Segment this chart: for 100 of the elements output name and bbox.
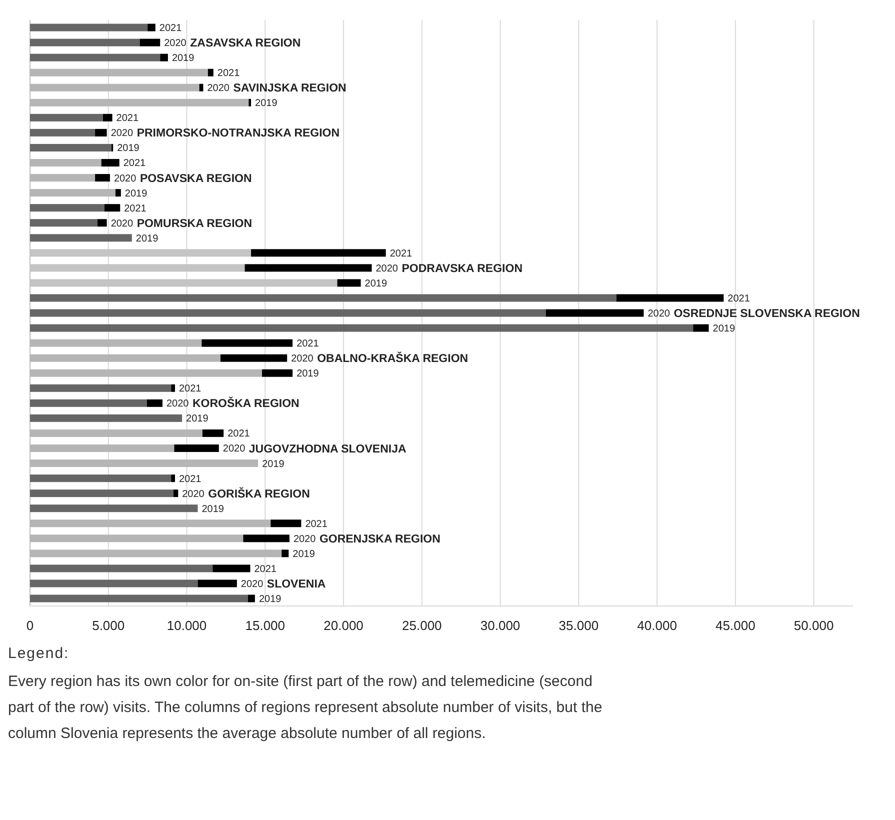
bar: [248, 594, 255, 602]
x-tick-label: 30.000: [480, 618, 520, 633]
bar: [95, 128, 107, 136]
bar: [97, 219, 107, 227]
bar: [251, 249, 386, 257]
bar: [30, 474, 172, 482]
bar: [202, 339, 293, 347]
bar: [248, 98, 252, 106]
x-tick-label: 10.000: [166, 618, 207, 633]
annotation: 2020: [207, 83, 230, 94]
annotation: 2021: [254, 564, 277, 575]
annotation: 2020: [291, 354, 314, 365]
bar: [30, 399, 147, 407]
annotation: 2019: [258, 594, 282, 605]
annotation: PRIMORSKO-NOTRANJSKA REGION: [136, 128, 340, 140]
annotation: 2020: [240, 578, 264, 590]
annotation: 2021: [179, 384, 202, 395]
annotation: GORENJSKA REGION: [319, 533, 440, 546]
annotation: ZASAVSKA REGION: [190, 38, 301, 50]
bar: [140, 38, 160, 46]
bar: [160, 54, 168, 62]
annotation: OSREDNJE SLOVENSKA REGION: [674, 308, 860, 320]
annotation: 2020: [648, 308, 670, 320]
bar: [212, 564, 250, 572]
bar: [30, 490, 174, 498]
annotation: 2019: [186, 414, 209, 425]
annotation: 2020: [110, 218, 134, 230]
annotation: 2019: [202, 504, 224, 515]
x-tick-label: 35.000: [558, 618, 599, 633]
annotation: 2019: [296, 368, 320, 380]
annotation: 2020: [114, 173, 137, 184]
bar: [546, 309, 644, 317]
bar: [30, 309, 546, 317]
annotation: GORIŠKA REGION: [208, 486, 310, 500]
annotation: 2020: [164, 38, 187, 50]
annotation: 2020: [110, 128, 134, 140]
bar: [616, 294, 724, 302]
bar: [174, 444, 219, 452]
bar: [101, 158, 120, 166]
annotation: 2019: [292, 548, 316, 560]
bar: [171, 384, 176, 392]
bar: [220, 354, 288, 362]
annotation: 2019: [364, 278, 388, 290]
x-tick-label: 40.000: [637, 618, 677, 633]
bar: [30, 128, 96, 136]
x-tick-label: 15.000: [245, 618, 286, 633]
annotation: 2021: [159, 23, 182, 34]
bar: [243, 534, 290, 542]
x-tick-label: 25.000: [402, 618, 442, 633]
annotation: 2021: [124, 203, 147, 214]
annotation: 2021: [179, 474, 202, 485]
annotation: 2019: [124, 188, 148, 200]
bar: [198, 580, 237, 588]
bar: [30, 384, 172, 392]
annotation: 2019: [117, 143, 140, 154]
annotation: 2021: [116, 113, 139, 124]
bar: [30, 234, 132, 242]
bar: [30, 594, 248, 602]
annotation: POSAVSKA REGION: [140, 172, 252, 185]
annotation: 2020: [293, 534, 316, 545]
bar: [244, 264, 372, 272]
bar: [30, 204, 104, 212]
bar: [148, 24, 156, 32]
bar: [202, 429, 224, 437]
bar: [30, 219, 98, 227]
annotation: KOROŠKA REGION: [192, 396, 300, 410]
bar: [30, 38, 140, 46]
bar: [30, 144, 112, 152]
text: Legend:: [8, 645, 70, 662]
annotation: OBALNO-KRAŠKA REGION: [317, 351, 468, 366]
bar: [270, 520, 302, 528]
bar: [115, 189, 121, 197]
x-tick-label: 0: [26, 618, 34, 633]
bar: [146, 399, 162, 407]
annotation: PODRAVSKA REGION: [402, 262, 523, 275]
bar: [171, 474, 176, 482]
text: Every region has its own color for on-site (first part of the row) and telemedicine (second part of the row) visits. The columns of regions represent absolute number of visits, but the column Slovenia represents the average absolute number of all regions.: [8, 673, 602, 742]
bar: [30, 114, 103, 122]
annotation: 2020: [182, 488, 205, 500]
bar: [337, 279, 361, 287]
bar: [30, 294, 616, 302]
annotation: 2021: [217, 68, 240, 80]
bar: [693, 324, 709, 332]
annotation: 2019: [136, 233, 159, 244]
annotation: 2020: [376, 263, 398, 274]
bar: [30, 324, 694, 332]
annotation: 2020: [222, 444, 246, 455]
bar: [282, 550, 289, 558]
annotation: SAVINJSKA REGION: [233, 82, 346, 95]
annotation: 2021: [123, 158, 146, 170]
annotation: 2019: [262, 458, 285, 470]
bar: [173, 490, 178, 498]
annotation: SLOVENIA: [266, 578, 326, 590]
bar: [262, 369, 293, 377]
annotation: 2020: [166, 398, 190, 410]
annotation: 2021: [305, 518, 328, 530]
x-tick-label: 50.000: [794, 618, 834, 633]
annotation: 2019: [255, 98, 278, 110]
bar: [95, 174, 110, 182]
bar: [30, 54, 160, 62]
